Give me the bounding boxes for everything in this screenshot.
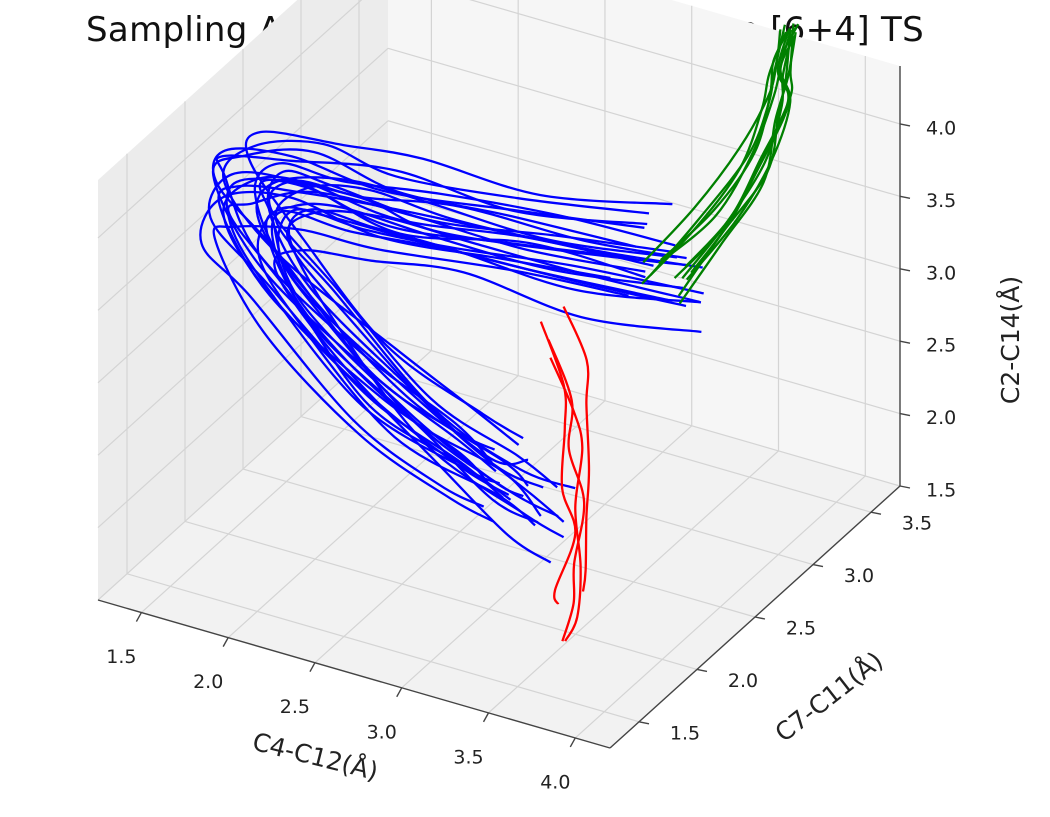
y-tick-mark bbox=[638, 721, 650, 725]
trajectory-line bbox=[287, 208, 702, 539]
trajectory-line bbox=[562, 306, 591, 592]
back-wall-pane bbox=[388, 0, 900, 486]
y-tick-label: 1.5 bbox=[670, 722, 700, 744]
trajectory-series-2 bbox=[641, 23, 800, 305]
x-tick-mark bbox=[309, 662, 316, 673]
z-grid-line bbox=[469, 0, 901, 125]
trajectory-line bbox=[677, 30, 792, 297]
y-tick-mark bbox=[812, 563, 824, 568]
trajectory-line bbox=[253, 162, 676, 466]
z-tick-mark bbox=[899, 268, 911, 272]
trajectory-line bbox=[547, 339, 586, 642]
y-tick-mark bbox=[754, 616, 766, 620]
y-tick-label: 2.5 bbox=[786, 618, 816, 640]
y-grid-line bbox=[300, 416, 814, 566]
trajectory-line bbox=[225, 177, 646, 485]
z-tick-mark bbox=[899, 123, 911, 127]
trajectory-line bbox=[657, 29, 793, 265]
trajectory-line bbox=[273, 249, 702, 564]
z-grid-line bbox=[387, 47, 901, 197]
x-tick-label: 3.0 bbox=[367, 721, 397, 743]
trajectory-series-3 bbox=[539, 306, 591, 642]
x-tick-label: 1.5 bbox=[106, 646, 136, 668]
y-tick-label: 2.0 bbox=[728, 670, 758, 692]
z-tick-label: 2.5 bbox=[926, 335, 956, 357]
y-grid-line bbox=[242, 468, 756, 618]
x-tick-mark bbox=[222, 637, 229, 647]
trajectory-line bbox=[256, 206, 668, 527]
trajectory-line bbox=[222, 175, 654, 496]
z-grid-line bbox=[97, 192, 389, 456]
y-tick-mark bbox=[696, 668, 708, 673]
y-tick-label: 3.5 bbox=[902, 513, 932, 535]
z-tick-mark bbox=[899, 195, 911, 200]
y-grid-line bbox=[184, 520, 698, 670]
z-tick-mark bbox=[899, 412, 911, 417]
x-tick-mark bbox=[396, 687, 403, 698]
z-tick-mark bbox=[899, 340, 911, 344]
x-tick-label: 2.5 bbox=[280, 696, 310, 718]
trajectory-line bbox=[266, 169, 674, 489]
axis-lines bbox=[97, 66, 911, 749]
trajectory-line bbox=[244, 130, 673, 440]
x-tick-label: 4.0 bbox=[540, 772, 570, 794]
x-tick-label: 2.0 bbox=[193, 671, 223, 693]
z-tick-label: 2.0 bbox=[926, 407, 956, 429]
z-tick-mark bbox=[899, 485, 911, 489]
x-axis-label: C4-C12(Å) bbox=[250, 727, 381, 786]
z-tick-label: 4.0 bbox=[926, 117, 956, 139]
z-grid-line bbox=[387, 337, 901, 487]
y-axis-label: C7-C11(Å) bbox=[770, 646, 889, 748]
trajectory-line bbox=[673, 31, 791, 279]
y-tick-label: 3.0 bbox=[844, 565, 874, 587]
z-grid-line bbox=[97, 0, 363, 239]
z-tick-label: 1.5 bbox=[926, 480, 956, 502]
y-tick-mark bbox=[870, 511, 882, 515]
z-tick-label: 3.0 bbox=[926, 262, 956, 284]
trajectory-series-1 bbox=[199, 130, 704, 564]
z-axis-label: C2-C14(Å) bbox=[996, 276, 1025, 404]
trajectory-line bbox=[277, 208, 704, 518]
trajectory-line bbox=[678, 32, 797, 305]
x-axis-line bbox=[97, 599, 611, 749]
y-grid-line bbox=[126, 573, 640, 723]
trajectory-line bbox=[268, 179, 687, 489]
trajectory-line bbox=[211, 147, 645, 451]
x-tick-mark bbox=[569, 737, 576, 748]
trajectory-line bbox=[212, 224, 629, 523]
trajectory-line bbox=[642, 29, 782, 264]
trajectory-line bbox=[222, 139, 650, 446]
z-grid-line bbox=[387, 265, 901, 415]
z-grid-line bbox=[387, 120, 901, 270]
x-tick-label: 3.5 bbox=[453, 746, 483, 768]
x-tick-mark bbox=[482, 712, 490, 723]
x-tick-mark bbox=[135, 612, 143, 622]
z-tick-label: 3.5 bbox=[926, 190, 956, 212]
z-grid-line bbox=[97, 265, 389, 529]
grid-lines bbox=[97, 0, 901, 739]
